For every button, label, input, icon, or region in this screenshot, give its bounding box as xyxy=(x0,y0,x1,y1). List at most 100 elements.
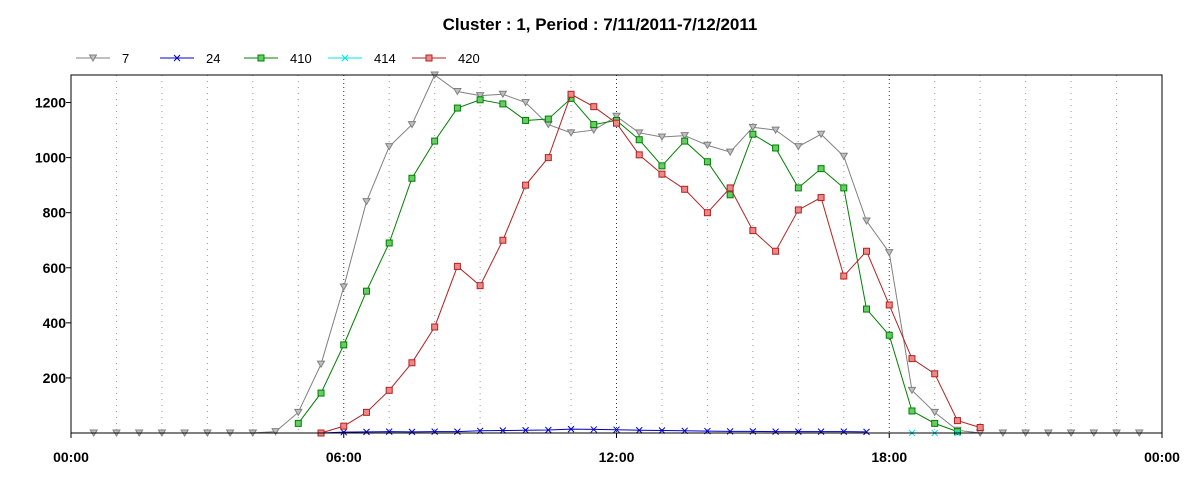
data-point xyxy=(658,162,666,170)
data-point xyxy=(431,323,439,331)
x-tick-label: 00:00 xyxy=(53,449,89,465)
data-point xyxy=(590,426,598,433)
legend-item-7: 7 xyxy=(76,51,129,66)
data-point xyxy=(680,132,690,140)
data-point xyxy=(362,198,371,206)
series-410 xyxy=(294,94,961,436)
data-point xyxy=(613,426,620,434)
data-point xyxy=(976,423,984,431)
y-tick-label: 1000 xyxy=(35,150,66,166)
data-point xyxy=(590,103,598,111)
legend-item-414: 414 xyxy=(328,51,396,66)
data-point xyxy=(635,136,643,144)
legend-label: 24 xyxy=(206,51,220,66)
data-point xyxy=(772,247,780,255)
series-24 xyxy=(317,425,870,437)
data-point xyxy=(408,174,416,182)
legend-label: 7 xyxy=(122,51,129,66)
series-line xyxy=(320,93,981,434)
data-point xyxy=(475,92,485,100)
data-point xyxy=(385,428,393,435)
data-point xyxy=(425,54,433,62)
data-point xyxy=(953,417,961,425)
data-point xyxy=(794,184,802,192)
x-tick-label: 18:00 xyxy=(871,449,907,465)
y-tick-label: 400 xyxy=(43,315,67,331)
data-point xyxy=(635,151,643,159)
data-point xyxy=(681,137,689,145)
data-point xyxy=(772,428,779,435)
data-point xyxy=(862,217,871,225)
data-point xyxy=(816,130,826,139)
y-tick-label: 800 xyxy=(43,205,67,221)
data-point xyxy=(703,141,712,150)
data-point xyxy=(317,389,325,397)
data-point xyxy=(567,425,575,433)
data-point xyxy=(884,249,894,257)
data-point xyxy=(522,116,530,124)
data-point xyxy=(544,426,552,434)
data-point xyxy=(340,422,348,430)
data-point xyxy=(341,54,349,62)
data-point xyxy=(590,121,598,129)
data-point xyxy=(88,54,98,62)
data-point xyxy=(908,355,916,363)
data-point xyxy=(839,152,849,161)
x-tick-label: 12:00 xyxy=(599,449,635,465)
x-tick-label: 00:00 xyxy=(1144,449,1180,465)
legend: 7 24 410 414 420 xyxy=(76,51,480,66)
data-point xyxy=(340,341,348,349)
data-point xyxy=(840,184,848,192)
legend-item-410: 410 xyxy=(244,51,312,66)
data-point xyxy=(362,408,370,416)
data-point xyxy=(363,428,370,436)
data-point xyxy=(817,428,825,435)
data-point xyxy=(431,137,439,145)
data-point xyxy=(726,191,734,199)
data-point xyxy=(817,165,825,173)
data-point xyxy=(566,129,576,137)
legend-item-24: 24 xyxy=(160,51,220,66)
data-point xyxy=(431,428,439,435)
data-point xyxy=(613,119,620,127)
series-layer xyxy=(89,71,1144,437)
data-point xyxy=(498,90,508,99)
y-tick-label: 600 xyxy=(43,260,67,276)
data-point xyxy=(499,100,507,108)
data-point xyxy=(544,115,552,123)
y-tick-label: 200 xyxy=(43,370,67,386)
data-point xyxy=(173,54,181,62)
data-point xyxy=(339,283,349,292)
data-point xyxy=(476,96,484,104)
data-point xyxy=(521,99,530,107)
data-point xyxy=(908,407,916,415)
data-point xyxy=(384,143,394,151)
data-point xyxy=(749,130,757,138)
data-point xyxy=(863,305,871,313)
data-point xyxy=(863,428,870,436)
data-point xyxy=(748,123,758,132)
data-point xyxy=(408,428,416,436)
data-point xyxy=(257,54,265,62)
data-point xyxy=(840,272,848,280)
data-point xyxy=(931,370,939,378)
data-point xyxy=(499,236,507,244)
data-point xyxy=(453,104,461,112)
data-point xyxy=(771,126,780,135)
data-point xyxy=(793,143,803,151)
data-point xyxy=(340,428,348,436)
data-point xyxy=(293,408,303,417)
data-point xyxy=(725,148,735,157)
data-point xyxy=(726,184,734,192)
series-420 xyxy=(317,90,984,437)
data-point xyxy=(930,408,940,417)
data-point xyxy=(454,428,461,435)
series-line xyxy=(297,97,958,433)
legend-label: 414 xyxy=(374,51,396,66)
data-point xyxy=(634,129,644,137)
data-point xyxy=(681,185,689,193)
data-point xyxy=(840,428,848,435)
data-point xyxy=(316,360,326,369)
data-point xyxy=(522,181,530,189)
